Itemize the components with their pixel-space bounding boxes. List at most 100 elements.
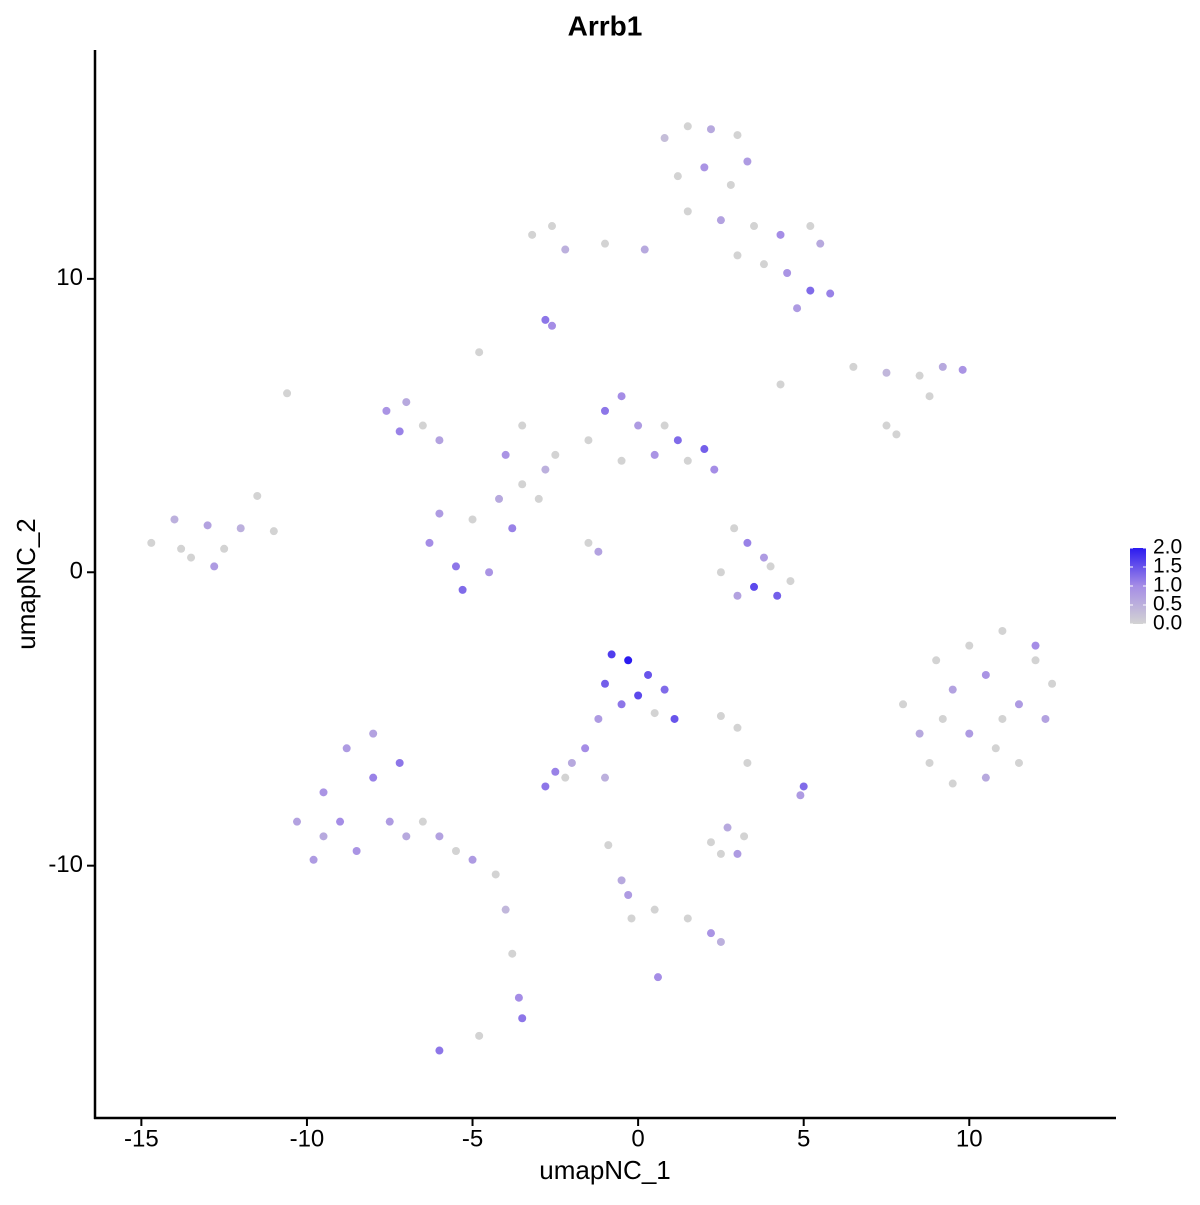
colorbar (1130, 548, 1146, 624)
cell-point (528, 230, 537, 239)
x-axis-title: umapNC_1 (539, 1155, 671, 1185)
cell-point (468, 855, 477, 864)
cell-point (938, 362, 947, 371)
cell-point (726, 180, 735, 189)
cell-point (1014, 700, 1023, 709)
x-tick-label: -10 (290, 1125, 325, 1152)
y-tick-label: -10 (48, 851, 83, 878)
cell-point (177, 544, 186, 553)
x-tick-label: 0 (631, 1125, 644, 1152)
cell-point (759, 553, 768, 562)
cell-point (319, 788, 328, 797)
cell-point (670, 714, 679, 723)
cell-point (418, 817, 427, 826)
cell-point (700, 163, 709, 172)
cell-point (551, 450, 560, 459)
cell-point (683, 122, 692, 131)
colorbar-tick-label: 2.0 (1153, 536, 1182, 559)
cell-point (501, 905, 510, 914)
cell-point (683, 207, 692, 216)
cell-point (594, 714, 603, 723)
cell-point (740, 832, 749, 841)
cell-point (319, 832, 328, 841)
cell-point (710, 465, 719, 474)
cell-point (336, 817, 345, 826)
cell-point (352, 847, 361, 855)
cell-point (733, 591, 742, 600)
cell-point (220, 544, 229, 553)
cell-point (938, 714, 947, 723)
cell-point (624, 656, 633, 665)
cell-point (561, 245, 570, 254)
cell-point (759, 260, 768, 269)
colorbar-tick-label: 0.0 (1153, 612, 1182, 635)
cell-point (624, 891, 633, 900)
cell-point (634, 421, 643, 430)
cell-point (965, 641, 974, 650)
cell-point (283, 389, 292, 398)
cell-point (541, 465, 550, 474)
y-tick-label: 0 (70, 558, 83, 585)
cell-point (451, 562, 460, 571)
cell-point (1048, 679, 1057, 688)
cell-point (716, 216, 725, 225)
cell-point (733, 251, 742, 260)
cell-point (435, 1046, 444, 1055)
cell-point (716, 712, 725, 721)
cell-point (793, 304, 802, 313)
cell-point (541, 315, 550, 324)
cell-point (716, 849, 725, 858)
cell-point (617, 700, 626, 709)
cell-point (627, 914, 636, 923)
cell-point (766, 562, 775, 571)
cell-point (458, 585, 467, 594)
cell-point (187, 553, 196, 562)
cell-point (743, 538, 752, 547)
cell-point (451, 847, 460, 855)
cell-point (932, 656, 941, 665)
cell-point (584, 538, 593, 547)
cell-point (468, 515, 477, 524)
cell-point (501, 450, 510, 459)
cell-point (581, 744, 590, 753)
cell-point (518, 1014, 527, 1023)
cell-point (660, 421, 669, 430)
cell-point (269, 527, 278, 536)
cell-point (1031, 656, 1040, 665)
cell-point (958, 365, 967, 374)
cell-point (882, 421, 891, 430)
cell-point (508, 524, 517, 533)
colorbar-tick-label: 1.0 (1153, 574, 1182, 597)
cell-point (981, 670, 990, 679)
cell-point (382, 406, 391, 415)
cell-point (485, 568, 494, 577)
cell-point (369, 729, 378, 738)
cell-point (776, 230, 785, 239)
cell-point (402, 398, 411, 407)
cell-point (514, 993, 523, 1002)
cell-point (236, 524, 245, 533)
cell-point (369, 773, 378, 782)
cell-point (385, 817, 394, 826)
cell-point (700, 445, 709, 454)
cell-point (673, 436, 682, 445)
cell-point (683, 914, 692, 923)
cell-point (253, 491, 262, 500)
cell-point (915, 729, 924, 738)
cell-point (650, 905, 659, 914)
cell-point (706, 929, 715, 938)
cell-point (495, 494, 504, 503)
chart-title: Arrb1 (568, 10, 643, 41)
cell-point (892, 430, 901, 439)
cell-point (799, 782, 808, 791)
cell-point (342, 744, 351, 753)
cell-point (882, 368, 891, 377)
cell-point (395, 427, 404, 436)
cell-point (634, 691, 643, 700)
cell-point (806, 286, 815, 295)
cell-point (518, 421, 527, 430)
cell-point (435, 832, 444, 841)
cell-point (783, 268, 792, 277)
